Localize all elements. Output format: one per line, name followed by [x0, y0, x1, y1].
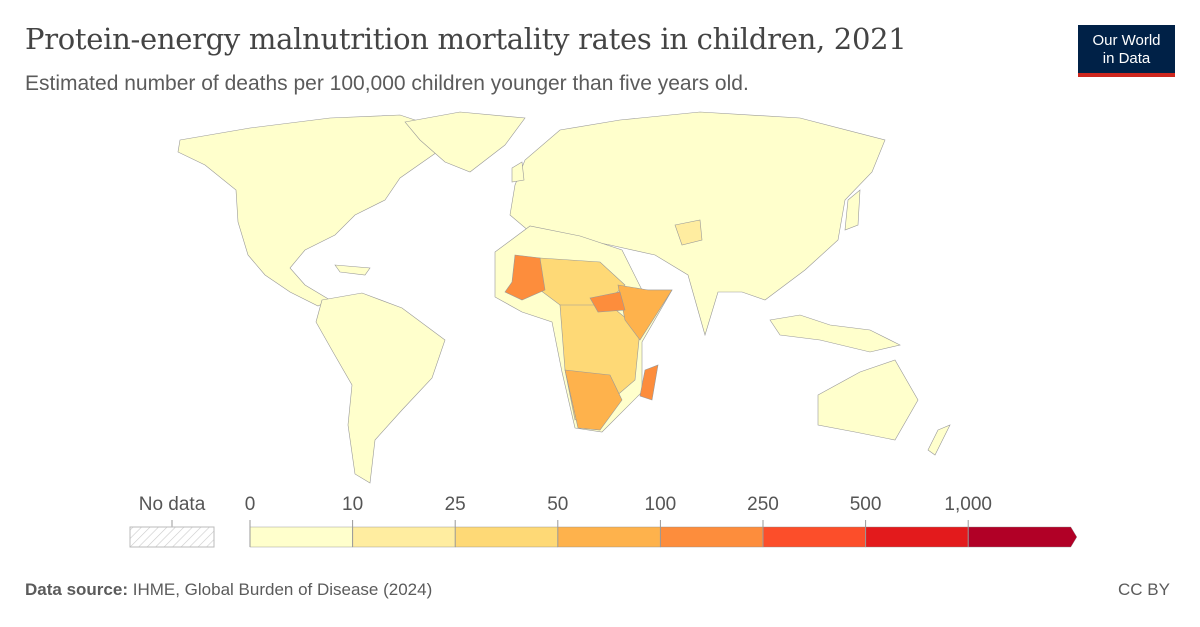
legend-threshold-label: 10	[342, 494, 364, 515]
region-east-africa[interactable]	[617, 284, 673, 341]
region-madagascar[interactable]	[639, 364, 659, 401]
region-southern-africa[interactable]	[564, 369, 623, 431]
region-central-caribbean[interactable]	[334, 264, 371, 276]
region-japan[interactable]	[844, 189, 861, 231]
region-southeast-asia-islands[interactable]	[769, 314, 901, 353]
legend-threshold-label: 25	[444, 494, 466, 515]
legend-bin[interactable]	[455, 526, 559, 548]
legend-threshold-label: 500	[849, 494, 882, 515]
region-australia[interactable]	[817, 359, 919, 441]
region-afghanistan[interactable]	[674, 219, 703, 246]
license[interactable]: CC BY	[1118, 580, 1170, 599]
logo-line-1: Our World	[1092, 32, 1161, 49]
no-data-label: No data	[138, 494, 206, 515]
world-map[interactable]	[0, 100, 1200, 490]
logo-line-2: in Data	[1102, 50, 1151, 67]
region-greenland[interactable]	[404, 111, 526, 173]
legend-bin[interactable]	[249, 526, 353, 548]
no-data-swatch	[129, 526, 215, 548]
legend-threshold-label: 250	[747, 494, 779, 515]
source-label: Data source:	[25, 580, 128, 599]
legend-bin[interactable]	[968, 526, 1078, 548]
legend-bin[interactable]	[352, 526, 456, 548]
legend-bar	[129, 520, 1078, 548]
region-uk[interactable]	[511, 161, 525, 183]
chart-title: Protein-energy malnutrition mortality ra…	[25, 22, 907, 56]
legend-bin[interactable]	[557, 526, 661, 548]
source-text[interactable]: IHME, Global Burden of Disease (2024)	[132, 580, 433, 599]
chart-subtitle: Estimated number of deaths per 100,000 c…	[25, 72, 749, 95]
region-south-america[interactable]	[315, 292, 446, 484]
legend: No data 0 10 25 50 100 250 500 1,000	[0, 490, 1200, 560]
region-new-zealand[interactable]	[927, 424, 951, 456]
legend-threshold-label: 100	[644, 494, 677, 515]
owid-logo[interactable]: Our World in Data	[1078, 25, 1175, 77]
legend-bin[interactable]	[660, 526, 764, 548]
legend-threshold-label: 0	[244, 494, 256, 515]
data-source: Data source: IHME, Global Burden of Dise…	[25, 580, 432, 600]
legend-threshold-label: 50	[547, 494, 569, 515]
legend-bin[interactable]	[762, 526, 866, 548]
region-south-sudan[interactable]	[589, 291, 626, 313]
legend-threshold-label: 1,000	[944, 494, 992, 515]
region-north-america[interactable]	[177, 114, 441, 307]
legend-bin[interactable]	[865, 526, 969, 548]
region-mali[interactable]	[504, 254, 546, 301]
